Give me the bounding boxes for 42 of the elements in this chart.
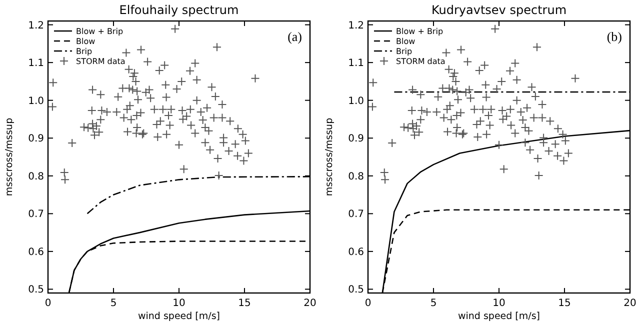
x-tick-label: 10 [492, 298, 506, 309]
y-tick-label: 1.2 [28, 20, 44, 32]
x-tick-label: 20 [304, 298, 316, 309]
chart-title: Kudryavtsev spectrum [431, 3, 567, 17]
legend-label: Blow [396, 37, 416, 46]
y-tick-label: 0.6 [28, 246, 44, 258]
y-tick-label: 0.5 [28, 284, 44, 296]
y-tick-label: 1.0 [348, 96, 364, 107]
x-axis-title: wind speed [m/s] [458, 311, 540, 322]
x-tick-label: 0 [44, 298, 52, 309]
x-axis-title: wind speed [m/s] [138, 311, 220, 322]
y-tick-label: 1.1 [28, 58, 44, 70]
y-tick-label: 0.7 [348, 209, 364, 220]
y-tick-label: 0.8 [348, 171, 364, 182]
legend-label: Blow + Brip [396, 27, 444, 36]
x-tick-label: 5 [430, 298, 437, 309]
y-axis-title: msscross/mssup [324, 118, 335, 196]
legend-label: Blow [76, 37, 96, 46]
legend-label: Blow + Brip [76, 27, 124, 36]
y-tick-label: 1.2 [348, 20, 364, 32]
annotation: (b) [606, 29, 622, 44]
x-tick-label: 5 [110, 298, 117, 309]
x-tick-label: 10 [172, 298, 186, 309]
x-tick-label: 0 [364, 298, 372, 309]
x-tick-label: 20 [624, 298, 636, 309]
x-tick-label: 15 [558, 298, 571, 309]
y-tick-label: 0.9 [348, 134, 364, 145]
y-tick-label: 0.6 [348, 246, 364, 258]
chart-title: Elfouhaily spectrum [119, 3, 239, 17]
y-tick-label: 0.5 [348, 284, 364, 296]
annotation: (a) [288, 29, 302, 44]
legend-label: STORM data [396, 57, 446, 66]
y-tick-label: 0.9 [28, 134, 44, 145]
y-tick-label: 0.7 [28, 209, 44, 220]
legend-label: Brip [76, 47, 92, 56]
y-tick-label: 0.8 [28, 171, 44, 182]
y-axis-title: msscross/mssup [4, 118, 15, 196]
x-tick-label: 15 [238, 298, 251, 309]
y-tick-label: 1.0 [28, 96, 44, 107]
legend-label: Brip [396, 47, 412, 56]
legend-label: STORM data [76, 57, 126, 66]
y-tick-label: 1.1 [348, 58, 364, 70]
